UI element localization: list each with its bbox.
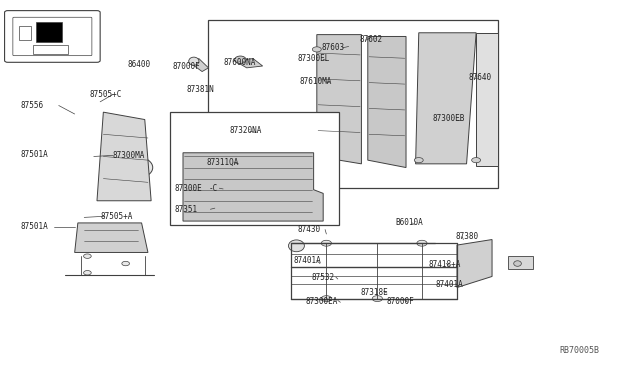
Text: 87610MA: 87610MA xyxy=(300,77,332,86)
Bar xyxy=(36,22,62,42)
Text: 87300EB: 87300EB xyxy=(433,114,465,123)
Polygon shape xyxy=(457,240,492,288)
Bar xyxy=(19,26,31,40)
FancyBboxPatch shape xyxy=(4,11,100,62)
Text: 87556: 87556 xyxy=(20,101,44,110)
Text: 87351: 87351 xyxy=(175,205,198,214)
Circle shape xyxy=(417,240,427,246)
Ellipse shape xyxy=(189,57,199,65)
Bar xyxy=(33,45,68,54)
Circle shape xyxy=(312,158,321,163)
Circle shape xyxy=(414,158,423,163)
Text: 87401A: 87401A xyxy=(293,256,321,265)
Text: 87418+A: 87418+A xyxy=(428,260,461,269)
Text: 87300EA: 87300EA xyxy=(306,297,339,306)
Polygon shape xyxy=(189,59,209,71)
Text: 87501A: 87501A xyxy=(20,222,48,231)
Bar xyxy=(170,112,339,225)
Text: -C: -C xyxy=(209,184,218,193)
Polygon shape xyxy=(476,33,499,166)
Text: 87430: 87430 xyxy=(298,225,321,234)
Text: B6010A: B6010A xyxy=(395,218,423,227)
Text: 87600NA: 87600NA xyxy=(223,58,255,67)
Polygon shape xyxy=(508,256,534,269)
Text: 87000F: 87000F xyxy=(387,297,414,306)
Text: 87501A: 87501A xyxy=(20,150,48,159)
Polygon shape xyxy=(97,112,151,201)
Polygon shape xyxy=(368,36,406,167)
Text: 87318E: 87318E xyxy=(360,288,388,297)
Text: 87320NA: 87320NA xyxy=(230,126,262,135)
Polygon shape xyxy=(75,223,148,253)
Text: RB70005B: RB70005B xyxy=(559,346,599,355)
Text: 87380: 87380 xyxy=(455,232,478,241)
Text: 87603: 87603 xyxy=(322,43,345,52)
FancyBboxPatch shape xyxy=(13,17,92,56)
Circle shape xyxy=(122,261,129,266)
Circle shape xyxy=(84,254,92,259)
Ellipse shape xyxy=(289,240,305,252)
Text: 87602: 87602 xyxy=(360,35,383,44)
Text: 87640: 87640 xyxy=(468,73,492,81)
Polygon shape xyxy=(234,59,262,68)
Text: 87300E: 87300E xyxy=(175,184,202,193)
Circle shape xyxy=(372,296,383,302)
Text: 87505+C: 87505+C xyxy=(90,90,122,99)
Bar xyxy=(209,20,499,188)
Circle shape xyxy=(472,158,481,163)
Circle shape xyxy=(84,270,92,275)
Polygon shape xyxy=(183,153,323,221)
Text: 87300MA: 87300MA xyxy=(113,151,145,160)
Polygon shape xyxy=(415,33,476,164)
Text: 87000F: 87000F xyxy=(172,61,200,71)
Text: 87505+A: 87505+A xyxy=(100,212,132,221)
Text: 86400: 86400 xyxy=(127,60,150,70)
Circle shape xyxy=(312,47,321,52)
Text: 87532: 87532 xyxy=(312,273,335,282)
Circle shape xyxy=(321,296,332,302)
Text: 87381N: 87381N xyxy=(186,85,214,94)
Polygon shape xyxy=(317,35,362,164)
Ellipse shape xyxy=(118,157,153,179)
Ellipse shape xyxy=(235,56,246,63)
Text: 87401A: 87401A xyxy=(436,280,464,289)
Circle shape xyxy=(321,240,332,246)
Text: 87311QA: 87311QA xyxy=(207,157,239,167)
Ellipse shape xyxy=(514,261,522,266)
Text: 87300EL: 87300EL xyxy=(298,54,330,63)
